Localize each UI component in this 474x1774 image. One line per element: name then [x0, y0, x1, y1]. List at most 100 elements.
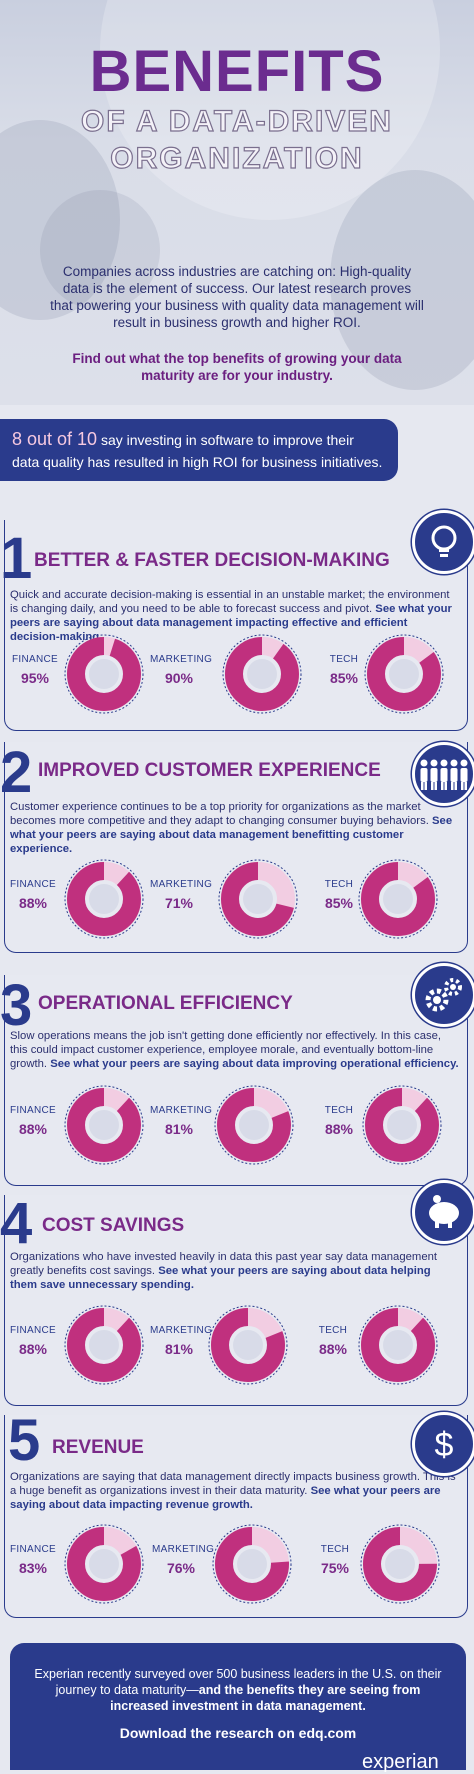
donut-chart [214, 1085, 294, 1165]
stat-line2: data quality has resulted in high ROI fo… [12, 454, 383, 470]
donut-hole [383, 1330, 413, 1360]
donut-value-arc [361, 1308, 435, 1382]
donut-hole [89, 884, 119, 914]
stat-highlight: 8 out of 10 [12, 429, 98, 449]
donut-outline [212, 1524, 292, 1604]
donut-value-arc [67, 1308, 141, 1382]
donut-hole [89, 1110, 119, 1140]
gears-icon [412, 963, 474, 1027]
dollar-icon: $ [412, 1412, 474, 1476]
stat-label-tech: TECH [318, 1325, 348, 1336]
donut-outline [64, 1524, 144, 1604]
section-description-bold: See what your peers are saying about dat… [10, 1265, 431, 1291]
section-description-bold: See what your peers are saying about dat… [10, 603, 452, 643]
donut-value-arc [215, 1527, 289, 1601]
section-description: Organizations are saying that data manag… [10, 1470, 460, 1512]
donut-outline [364, 634, 444, 714]
section-heading: BETTER & FASTER DECISION-MAKING [34, 550, 390, 571]
stat-value-tech: 75% [320, 1560, 350, 1576]
section-description: Organizations who have invested heavily … [10, 1250, 460, 1292]
stat-banner: 8 out of 10 say investing in software to… [0, 419, 398, 481]
donut-chart [362, 1085, 442, 1165]
donut-outline [360, 1524, 440, 1604]
stat-label-finance: FINANCE [10, 1544, 56, 1555]
stat-label-finance: FINANCE [10, 1105, 56, 1116]
download-link[interactable]: Download the research on edq.com [119, 1725, 357, 1741]
section-heading: REVENUE [52, 1437, 144, 1458]
section-description-text: Slow operations means the job isn't gett… [10, 1030, 442, 1070]
stat-label-finance: FINANCE [10, 1325, 56, 1336]
lightbulb-icon [412, 510, 474, 574]
stat-label-tech: TECH [329, 654, 359, 665]
donut-value-arc [367, 637, 441, 711]
hero-photo-figure [40, 190, 160, 310]
donut-hole [389, 659, 419, 689]
intro-paragraph: Companies across industries are catching… [50, 264, 424, 330]
donut-outline [64, 634, 144, 714]
donut-chart [360, 1524, 440, 1604]
stat-value-tech: 88% [324, 1121, 354, 1137]
stat-value-marketing: 76% [166, 1560, 196, 1576]
donut-hole [385, 1549, 415, 1579]
section-description: Quick and accurate decision-making is es… [10, 588, 460, 644]
stat-value-tech: 88% [318, 1341, 348, 1357]
section-description: Slow operations means the job isn't gett… [10, 1029, 460, 1071]
donut-outline [358, 859, 438, 939]
donut-outline [222, 634, 302, 714]
intro-cta: Find out what the top benefits of growin… [72, 351, 402, 383]
donut-hole [89, 1549, 119, 1579]
donut-chart [358, 859, 438, 939]
experian-logo: experian [362, 1751, 439, 1773]
footer-text: Experian recently surveyed over 500 busi… [30, 1666, 446, 1714]
donut-outline [218, 859, 298, 939]
donut-hole [233, 1330, 263, 1360]
section-heading: COST SAVINGS [42, 1215, 185, 1236]
section-description-bold: See what your peers are saying about dat… [10, 1485, 441, 1511]
donut-value-arc [217, 1088, 291, 1162]
donut-hole [89, 659, 119, 689]
donut-outline [358, 1305, 438, 1385]
stat-label-marketing: MARKETING [150, 654, 213, 665]
stat-value-finance: 88% [18, 1341, 48, 1357]
people-icon [412, 742, 474, 806]
donut-hole [387, 1110, 417, 1140]
stat-label-marketing: MARKETING [150, 1105, 213, 1116]
donut-value-arc [67, 1088, 141, 1162]
section-description-bold: See what your peers are saying about dat… [10, 815, 453, 855]
donut-value-arc [225, 637, 299, 711]
page-subtitle-line1: OF A DATA-DRIVEN [80, 104, 393, 138]
stat-line1: 8 out of 10 say investing in software to… [12, 429, 354, 450]
section-description-text: Customer experience continues to be a to… [10, 801, 432, 827]
donut-outline [64, 859, 144, 939]
section-description-bold: See what your peers are saying about dat… [50, 1058, 459, 1070]
donut-chart [64, 1085, 144, 1165]
footer-text-bold: and the benefits they are seeing from in… [110, 1683, 421, 1713]
section-number: 5 [8, 1408, 41, 1473]
donut-chart [222, 634, 302, 714]
stat-value-marketing: 71% [164, 895, 194, 911]
donut-value-arc [361, 862, 435, 936]
page-subtitle-line2: ORGANIZATION [110, 141, 364, 175]
stat-label-finance: FINANCE [12, 654, 58, 665]
piggy-bank-icon [412, 1180, 474, 1244]
section-description-text: Organizations are saying that data manag… [10, 1471, 456, 1497]
section-number: 1 [0, 526, 33, 591]
donut-value-arc [221, 862, 295, 936]
stat-value-marketing: 81% [164, 1121, 194, 1137]
stat-text: say investing in software to improve the… [97, 432, 354, 448]
section-description-text: Quick and accurate decision-making is es… [10, 589, 450, 615]
donut-value-arc [67, 637, 141, 711]
donut-value-arc [365, 1088, 439, 1162]
section-description-text: Organizations who have invested heavily … [10, 1251, 438, 1277]
donut-chart [64, 1524, 144, 1604]
stat-value-marketing: 81% [164, 1341, 194, 1357]
footer: Experian recently surveyed over 500 busi… [10, 1643, 466, 1773]
donut-outline [64, 1085, 144, 1165]
section-heading: OPERATIONAL EFFICIENCY [38, 993, 293, 1014]
hero-photo-figure [330, 170, 474, 390]
stat-value-finance: 95% [20, 670, 50, 686]
section-number: 2 [0, 740, 33, 805]
section-number: 4 [0, 1191, 33, 1256]
donut-value-arc [67, 1527, 141, 1601]
donut-chart [212, 1524, 292, 1604]
